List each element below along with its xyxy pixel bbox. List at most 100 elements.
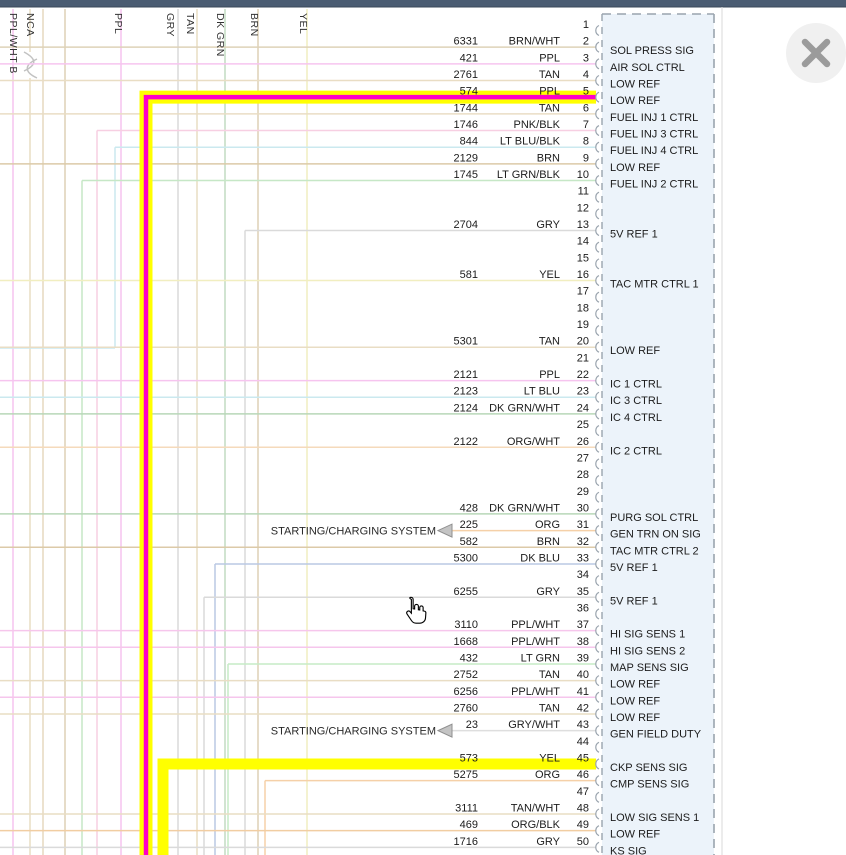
pin-function-label: IC 2 CTRL <box>610 445 662 457</box>
pin-number: 12 <box>577 202 589 214</box>
pin-function-label: TAC MTR CTRL 2 <box>610 545 699 557</box>
wire-color-code: ORG <box>535 519 560 531</box>
wire-color-code: ORG/BLK <box>511 819 561 831</box>
connector-pin-arc <box>595 174 600 187</box>
pin-number: 42 <box>577 702 589 714</box>
connector-pin-arc <box>595 475 600 487</box>
wire-color-code: BRN <box>537 152 560 164</box>
pin-function-label: LOW REF <box>610 679 660 691</box>
connector-pin-arc <box>595 691 600 703</box>
pin-function-label: CMP SENS SIG <box>610 779 689 791</box>
wire-color-code: TAN <box>539 102 560 114</box>
pin-number: 34 <box>577 569 589 581</box>
top-wire-label: DK GRN <box>214 13 226 57</box>
highlight-core-ppl-wire[interactable] <box>143 94 596 855</box>
circuit-number: 6256 <box>454 686 478 698</box>
pin-function-label: FUEL INJ 2 CTRL <box>610 179 698 191</box>
pin-number: 8 <box>583 136 589 148</box>
pin-function-label: HI SIG SENS 1 <box>610 629 685 641</box>
wire-color-code: TAN/WHT <box>511 802 561 814</box>
close-button[interactable] <box>786 23 846 83</box>
pin-number: 17 <box>577 286 589 298</box>
wire-color-code: GRY <box>536 219 560 231</box>
circuit-number: 1744 <box>454 102 478 114</box>
connector-pin-arc <box>595 425 600 437</box>
pin-number: 32 <box>577 536 589 548</box>
pin-number: 7 <box>583 119 589 131</box>
system-reference-label[interactable]: STARTING/CHARGING SYSTEM <box>271 526 436 538</box>
connector-pin-arc <box>595 408 600 420</box>
circuit-number: 2129 <box>454 152 478 164</box>
connector-pin-arc <box>595 658 600 670</box>
connector-pin-arc <box>595 375 600 387</box>
connector-pin-arc <box>595 491 600 503</box>
connector-pin-arc <box>595 241 600 253</box>
circuit-number: 2122 <box>454 436 478 448</box>
connector-pin-arc <box>595 325 600 337</box>
wire-color-code: LT GRN <box>521 652 560 664</box>
system-reference-label[interactable]: STARTING/CHARGING SYSTEM <box>271 726 436 738</box>
connector-pin-arc <box>595 208 600 220</box>
wire-color-code: TAN <box>539 702 560 714</box>
circuit-number: 2760 <box>454 702 478 714</box>
pin-function-label: IC 1 CTRL <box>610 379 662 391</box>
pin-number: 23 <box>577 386 589 398</box>
circuit-number: 5300 <box>454 552 478 564</box>
pin-function-label: FUEL INJ 4 CTRL <box>610 145 698 157</box>
pin-number: 2 <box>583 36 589 48</box>
pin-number: 31 <box>577 519 589 531</box>
pin-number: 24 <box>577 402 589 414</box>
wire-color-code: PPL <box>539 86 560 98</box>
window-top-bar <box>0 0 846 7</box>
circuit-number: 3111 <box>455 802 478 814</box>
pin-number: 9 <box>583 152 589 164</box>
connector-box <box>602 14 714 855</box>
pin-number: 16 <box>577 269 589 281</box>
close-icon[interactable] <box>801 38 831 68</box>
pin-number: 5 <box>583 86 589 98</box>
wire-color-code: DK BLU <box>520 552 560 564</box>
top-wire-label: PPL <box>112 13 124 34</box>
pin-function-label: FUEL INJ 3 CTRL <box>610 129 698 141</box>
highlight-band-yel-wire[interactable] <box>157 758 596 855</box>
wire-color-code: DK GRN/WHT <box>489 402 560 414</box>
pin-number: 1 <box>583 19 589 31</box>
pin-number: 20 <box>577 336 589 348</box>
circuit-number: 581 <box>460 269 478 281</box>
circuit-number: 1716 <box>454 836 478 848</box>
pin-number: 11 <box>578 186 589 198</box>
connector-pin-arc <box>595 825 600 837</box>
connector-pin-arc <box>595 58 600 70</box>
connector-pin-arc <box>595 775 600 787</box>
wire-color-code: PNK/BLK <box>514 119 561 131</box>
circuit-number: 432 <box>460 652 478 664</box>
connector-pin-arc <box>595 108 600 120</box>
reference-arrow-icon[interactable] <box>436 523 453 538</box>
pin-number: 27 <box>577 452 589 464</box>
circuit-number: 2124 <box>454 402 478 414</box>
wire-color-code: BRN <box>537 536 560 548</box>
connector-pin-arc <box>595 791 600 803</box>
circuit-number: 2123 <box>454 386 478 398</box>
pin-function-label: MAP SENS SIG <box>610 662 689 674</box>
pin-function-label: 5V REF 1 <box>610 229 658 241</box>
pin-number: 30 <box>577 502 589 514</box>
wire-color-code: ORG/WHT <box>507 436 560 448</box>
pin-number: 15 <box>577 252 589 264</box>
connector-pin-arc <box>595 591 600 603</box>
circuit-number: 23 <box>466 719 478 731</box>
pin-number: 47 <box>577 786 589 798</box>
connector-pin-arc <box>595 224 600 237</box>
pin-number: 25 <box>577 419 589 431</box>
circuit-number: 573 <box>460 752 478 764</box>
pin-number: 28 <box>577 469 589 481</box>
connector-pin-arc <box>595 558 600 570</box>
pin-number: 40 <box>577 669 589 681</box>
wire-color-code: GRY <box>536 586 560 598</box>
circuit-number: 469 <box>460 819 478 831</box>
circuit-number: 5301 <box>454 336 478 348</box>
reference-arrow-icon[interactable] <box>436 723 453 738</box>
pin-function-label: LOW REF <box>610 95 660 107</box>
connector-pin-arc <box>595 541 600 553</box>
